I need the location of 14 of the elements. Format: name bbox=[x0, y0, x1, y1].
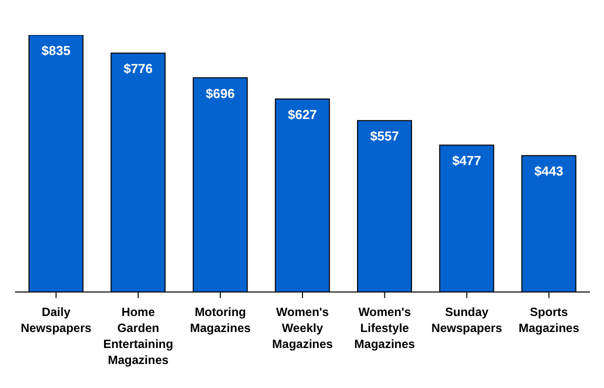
data-label: $696 bbox=[206, 86, 235, 101]
data-label: $443 bbox=[534, 164, 564, 179]
x-tick-label: Women's Lifestyle Magazines bbox=[354, 305, 416, 351]
data-label: $557 bbox=[370, 128, 399, 144]
data-label: $627 bbox=[288, 107, 317, 122]
x-tick-label: Home Garden Entertaining Magazines bbox=[103, 305, 174, 367]
x-tick-label: Sunday Newspapers bbox=[431, 305, 502, 335]
x-tick-label: Sports Magazines bbox=[518, 305, 580, 335]
data-label: $835 bbox=[42, 43, 70, 58]
x-tick-label: Daily Newspapers bbox=[20, 305, 92, 335]
data-label: $477 bbox=[452, 153, 482, 168]
data-label: $776 bbox=[124, 61, 153, 76]
x-tick-label: Motoring Magazines bbox=[190, 305, 252, 335]
x-tick-label: Women's Weekly Magazines bbox=[272, 305, 334, 351]
